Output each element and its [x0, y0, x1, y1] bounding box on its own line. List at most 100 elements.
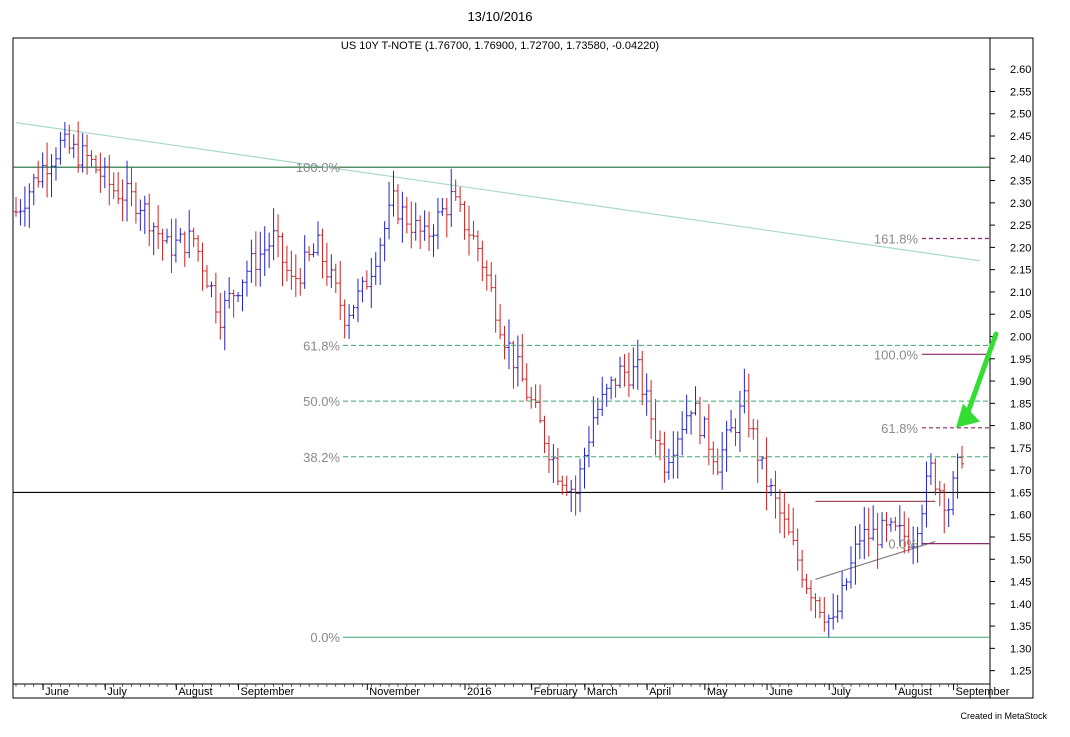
ohlc-bar [169, 218, 174, 273]
x-month-label: September [956, 686, 1010, 698]
ohlc-bar [138, 199, 143, 231]
x-month-label: June [45, 686, 69, 698]
ohlc-bar [951, 470, 956, 516]
ohlc-bar [293, 254, 298, 297]
ohlc-bar [644, 373, 649, 416]
ohlc-bar [116, 172, 121, 204]
ohlc-bar [187, 210, 192, 259]
ohlc-bar [262, 226, 267, 277]
chart-frame [12, 37, 1034, 699]
ohlc-bar [196, 234, 201, 262]
ohlc-bar [804, 573, 809, 594]
ohlc-bar [755, 419, 760, 483]
y-tick-label: 1.50 [1010, 554, 1031, 566]
ohlc-bar [373, 252, 378, 285]
fib-retracement-label: 50.0% [303, 394, 340, 409]
ohlc-bar [622, 354, 627, 387]
ohlc-bar [538, 384, 543, 424]
ohlc-bar [520, 334, 525, 382]
fib-retracement-label: 61.8% [303, 338, 340, 353]
ohlc-bar [902, 511, 907, 554]
chart-title: US 10Y T-NOTE (1.76700, 1.76900, 1.72700… [341, 40, 659, 52]
fib-retracement-label: 100.0% [296, 160, 341, 175]
ohlc-bar [258, 231, 263, 287]
ohlc-bar [844, 578, 849, 591]
ohlc-bar [733, 418, 738, 446]
ohlc-bar [489, 262, 494, 292]
ohlc-bar [653, 399, 658, 456]
ohlc-bar [862, 507, 867, 560]
ohlc-bar [524, 363, 529, 401]
ohlc-bar [498, 304, 503, 340]
fib-retracement-label: 38.2% [303, 450, 340, 465]
ohlc-bar [213, 272, 218, 324]
y-tick-label: 2.10 [1010, 287, 1031, 299]
ohlc-bar [391, 170, 396, 217]
ohlc-bar [800, 549, 805, 588]
ohlc-bar [111, 172, 116, 199]
ohlc-bar [49, 154, 54, 198]
ohlc-bar [729, 409, 734, 433]
ohlc-bar [578, 458, 583, 513]
ohlc-bar [591, 396, 596, 447]
ohlc-bar [142, 195, 147, 234]
ohlc-bar [156, 205, 161, 250]
ohlc-bar [560, 475, 565, 495]
ohlc-bar [595, 397, 600, 425]
y-tick-label: 1.85 [1010, 398, 1031, 410]
ohlc-bar [382, 221, 387, 262]
ohlc-bar [129, 167, 134, 207]
ohlc-bar [866, 507, 871, 557]
ohlc-bar [107, 154, 112, 206]
ohlc-bar [893, 516, 898, 531]
ohlc-bar [649, 380, 654, 439]
ohlc-bar [89, 150, 94, 167]
ohlc-bar [173, 218, 178, 263]
ohlc-bar [484, 260, 489, 291]
ohlc-bar [200, 242, 205, 291]
ohlc-bar [218, 292, 223, 340]
ohlc-bar [529, 386, 534, 409]
ohlc-bar [640, 350, 645, 406]
ohlc-bar [369, 257, 374, 308]
y-tick-label: 1.40 [1010, 599, 1031, 611]
ohlc-bar [62, 122, 67, 148]
ohlc-bar [573, 475, 578, 516]
annotation-arrow-head [956, 403, 980, 428]
x-month-label: July [831, 686, 851, 698]
ohlc-bar [600, 376, 605, 417]
ohlc-bar [458, 186, 463, 213]
ohlc-bar [395, 184, 400, 225]
y-tick-label: 2.00 [1010, 331, 1031, 343]
ohlc-bar [80, 133, 85, 173]
ohlc-bar [236, 291, 241, 303]
ohlc-bar [453, 179, 458, 201]
y-tick-label: 1.55 [1010, 532, 1031, 544]
ohlc-bar [14, 197, 18, 217]
ohlc-bar [662, 431, 667, 483]
ohlc-bar [435, 197, 440, 250]
y-tick-label: 1.25 [1010, 666, 1031, 678]
ohlc-bar [342, 299, 347, 339]
x-month-label: August [178, 686, 212, 698]
ohlc-bar [413, 202, 418, 241]
ohlc-bar [702, 416, 707, 439]
fib-projection-label: 61.8% [881, 421, 918, 436]
ohlc-bar [582, 447, 587, 489]
ohlc-bar [67, 124, 72, 154]
ohlc-bar [440, 198, 445, 217]
ohlc-bar [475, 230, 480, 262]
ohlc-bar [697, 396, 702, 445]
ohlc-bar [946, 498, 951, 528]
x-month-label: May [707, 686, 728, 698]
y-tick-label: 1.70 [1010, 465, 1031, 477]
ohlc-bar [302, 235, 307, 289]
y-tick-label: 2.45 [1010, 131, 1031, 143]
y-tick-label: 1.75 [1010, 443, 1031, 455]
ohlc-bar [298, 268, 303, 296]
ohlc-bar [551, 444, 556, 483]
ohlc-bar [364, 270, 369, 290]
y-tick-label: 1.45 [1010, 577, 1031, 589]
ohlc-bar [120, 179, 125, 222]
ohlc-bar [724, 420, 729, 472]
